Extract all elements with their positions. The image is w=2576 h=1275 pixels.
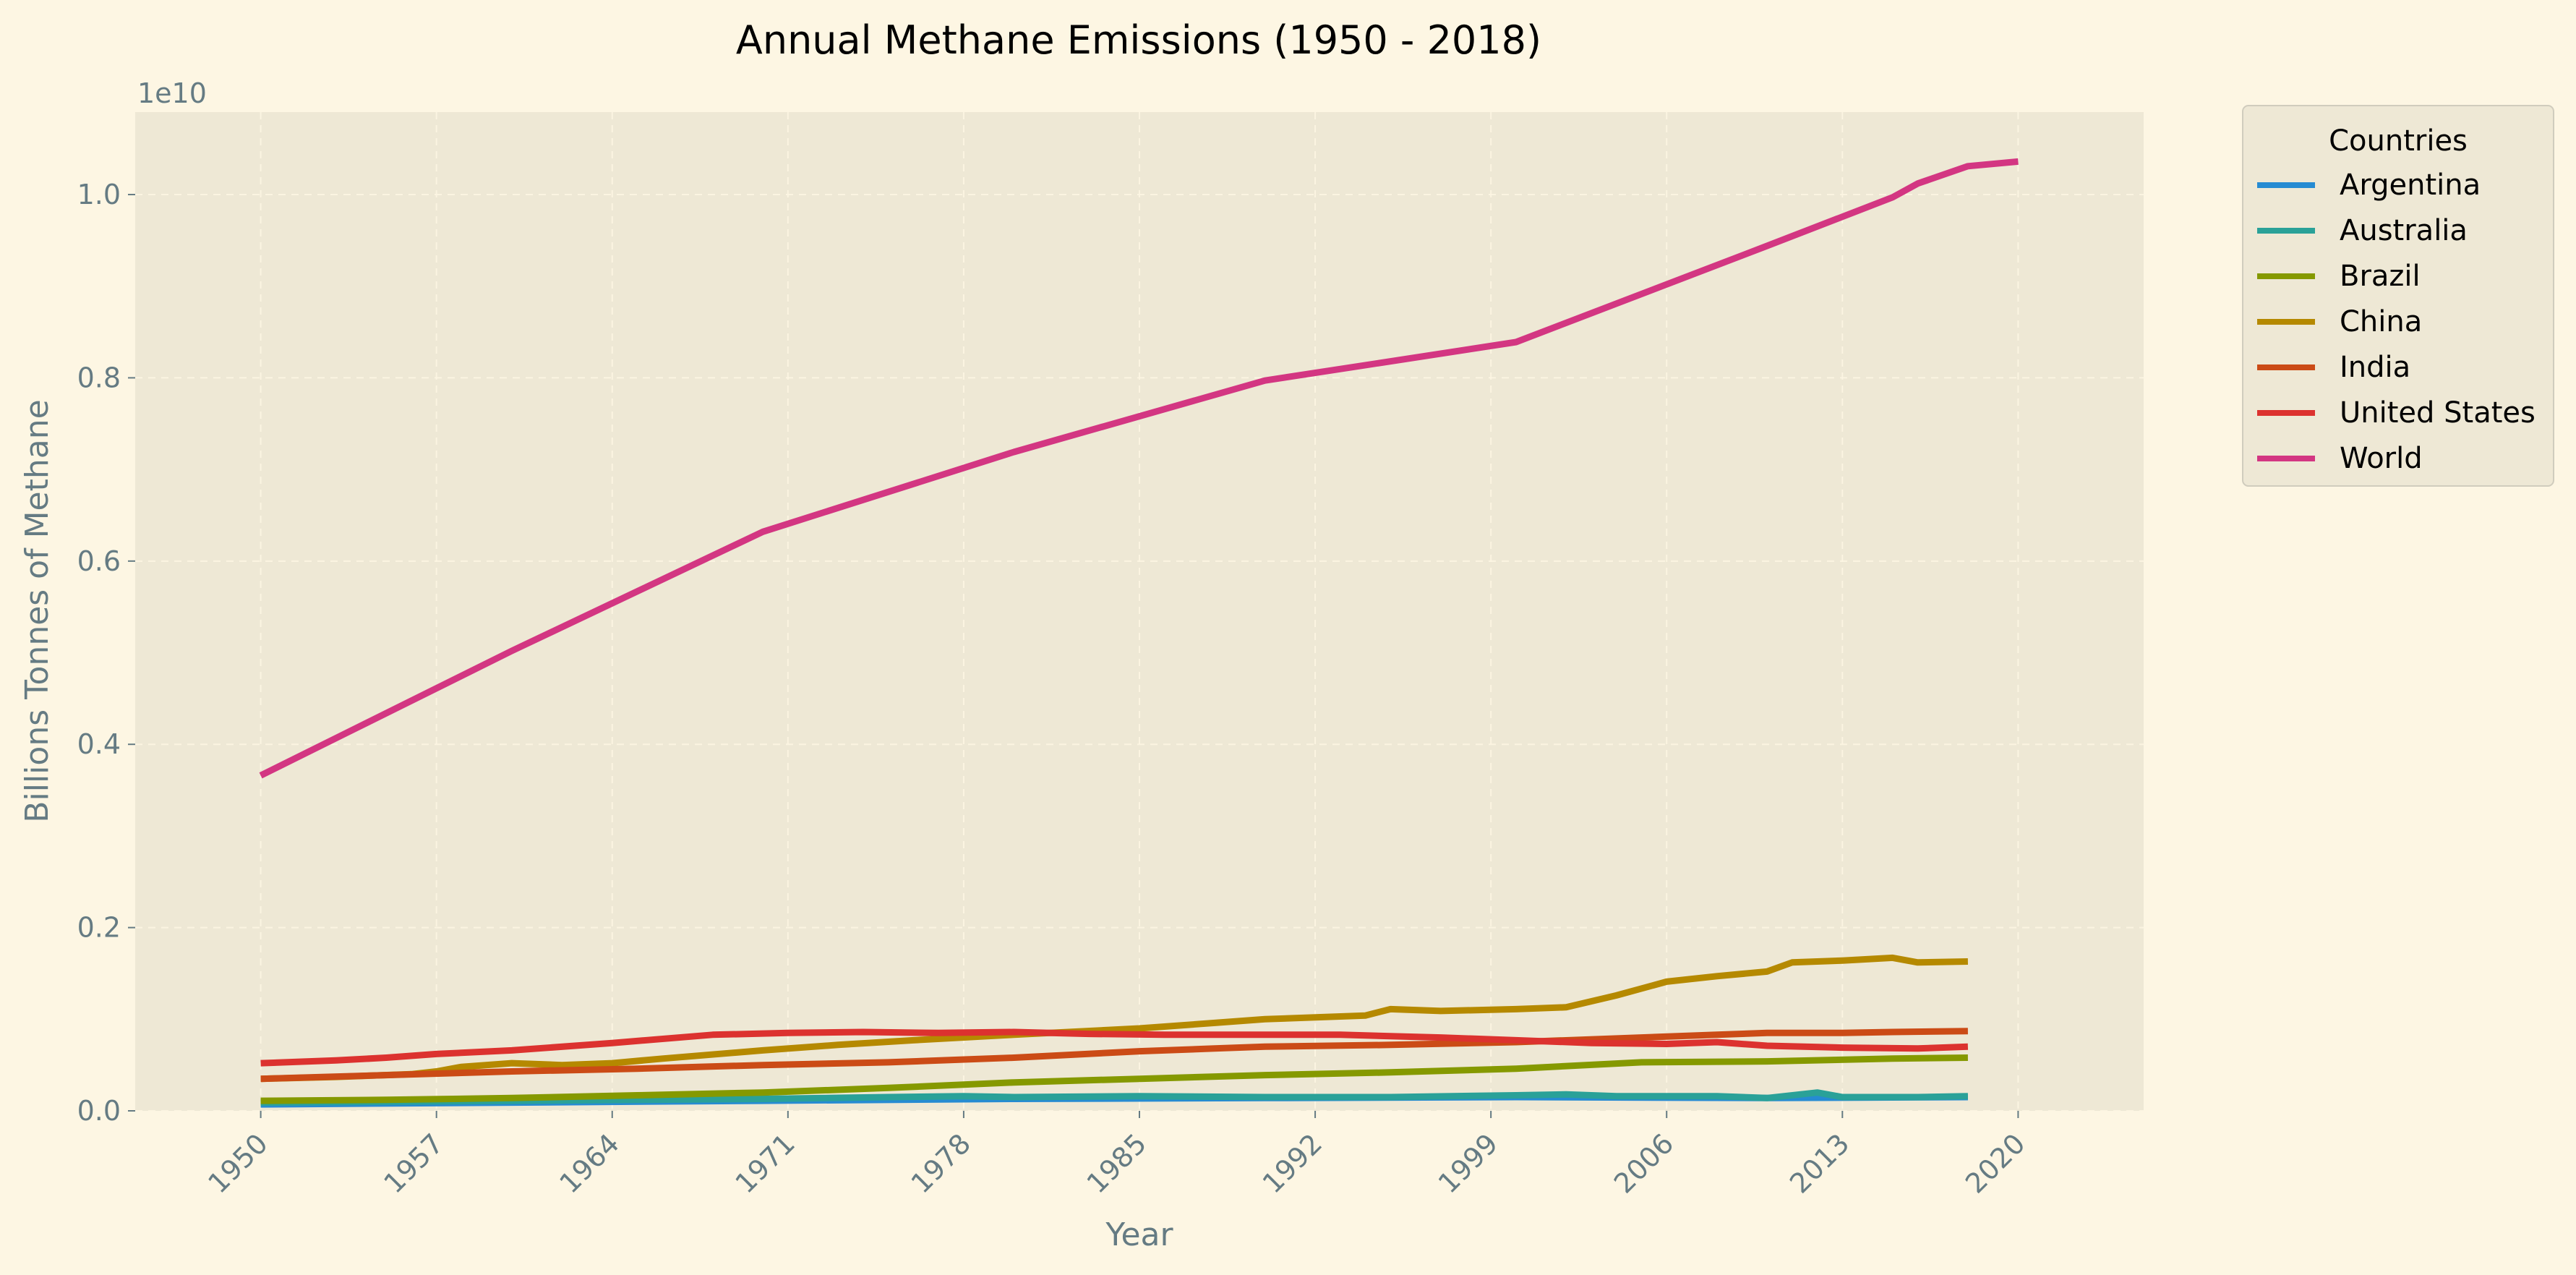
series-line-china (260, 954, 1968, 1083)
grid-lines (135, 112, 2144, 1112)
x-tick-label: 2020 (1959, 1127, 2032, 1200)
x-axis: 1950 1957 1964 1971 1978 1985 1992 1999 2006 2013… (202, 1111, 2032, 1200)
legend-box (2242, 105, 2554, 487)
y-tick-label: 0.8 (77, 362, 121, 393)
legend-label: United States (2340, 396, 2536, 430)
x-axis-label: Year (1105, 1216, 1173, 1253)
y-tick-label: 0.6 (77, 545, 121, 577)
x-tick-label: 1992 (1257, 1127, 1329, 1200)
series-line-australia (260, 1089, 1968, 1106)
x-tick-label: 1971 (729, 1127, 802, 1200)
x-tick-label: 1978 (905, 1127, 977, 1200)
x-tick-label: 1985 (1081, 1127, 1153, 1200)
y-tick-label: 0.2 (77, 912, 121, 944)
series-line-world (259, 158, 2019, 779)
x-tick-label: 1950 (202, 1127, 274, 1200)
y-tick-label: 1.0 (77, 179, 121, 210)
legend-title: Countries (2329, 124, 2468, 158)
y-axis-label: Billions Tonnes of Methane (19, 399, 56, 822)
y-offset-text: 1e10 (137, 77, 207, 109)
series-lines (259, 158, 2019, 1108)
x-tick-label: 1999 (1432, 1127, 1505, 1200)
y-tick-label: 0.0 (77, 1095, 121, 1127)
series-line-united-states (260, 1028, 1969, 1067)
y-axis: 0.0 0.2 0.4 0.6 0.8 1.0 (77, 179, 135, 1127)
legend-label: Brazil (2340, 260, 2421, 293)
x-tick-label: 1957 (377, 1127, 450, 1200)
legend-label: China (2340, 305, 2422, 338)
legend-label: World (2340, 442, 2423, 475)
legend: Countries Argentina Australia Brazil China I… (2242, 105, 2554, 487)
legend-label: Australia (2340, 214, 2468, 247)
series-line-india (260, 1028, 1968, 1083)
x-tick-label: 1964 (553, 1127, 625, 1200)
chart-title: Annual Methane Emissions (1950 - 2018) (736, 17, 1541, 63)
y-tick-label: 0.4 (77, 728, 121, 760)
x-tick-label: 2006 (1608, 1127, 1680, 1200)
x-tick-label: 2013 (1784, 1127, 1856, 1200)
legend-label: Argentina (2340, 169, 2481, 202)
series-line-brazil (260, 1054, 1968, 1104)
legend-items: Argentina Australia Brazil China India United… (2257, 169, 2536, 475)
legend-label: India (2340, 351, 2410, 384)
